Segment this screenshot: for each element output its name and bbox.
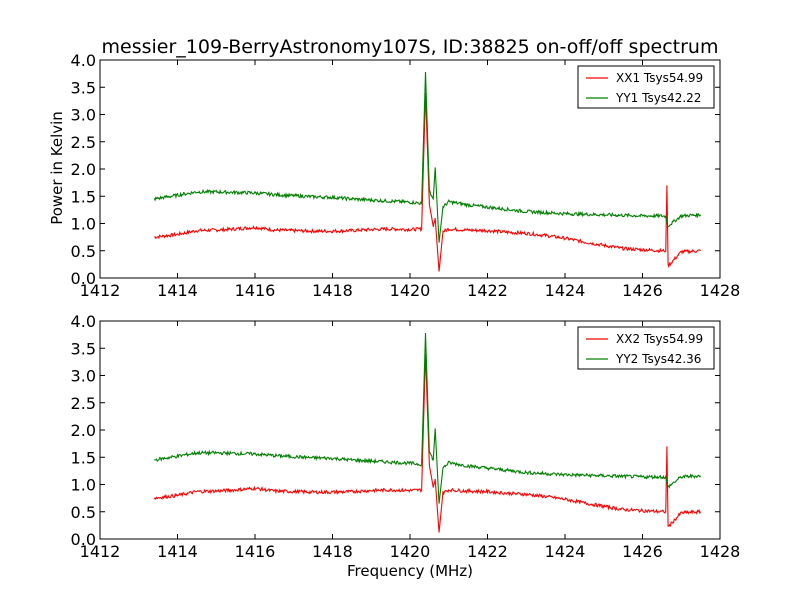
y-tick-label-1-5: 2.5 (71, 394, 96, 413)
y-tick-label-0-5: 2.5 (71, 133, 96, 152)
y-tick-label-1-7: 3.5 (71, 339, 96, 358)
x-tick-label-1-2: 1416 (235, 542, 276, 561)
y-tick-label-0-4: 2.0 (71, 160, 96, 179)
y-tick-label-0-1: 0.5 (71, 242, 96, 261)
legend-label-0-1: YY1 Tsys42.22 (615, 91, 701, 105)
x-tick-label-1-7: 1426 (622, 542, 663, 561)
x-tick-label-0-2: 1416 (235, 281, 276, 300)
legend-box-1 (577, 326, 715, 370)
legend-label-1-1: YY2 Tsys42.36 (615, 352, 701, 366)
series-line-0-1 (153, 71, 702, 243)
y-tick-label-1-2: 1.0 (71, 476, 96, 495)
y-tick-label-0-7: 3.5 (71, 78, 96, 97)
y-tick-label-1-1: 0.5 (71, 503, 96, 522)
legend-box-0 (577, 65, 715, 109)
x-tick-label-0-3: 1418 (312, 281, 353, 300)
x-tick-label-0-5: 1422 (467, 281, 508, 300)
y-tick-label-0-2: 1.0 (71, 215, 96, 234)
x-tick-label-0-4: 1420 (390, 281, 431, 300)
y-tick-label-1-4: 2.0 (71, 421, 96, 440)
y-tick-label-0-0: 0.0 (71, 269, 96, 288)
y-tick-label-0-6: 3.0 (71, 106, 96, 125)
x-axis-label: Frequency (MHz) (347, 562, 473, 580)
x-tick-label-1-5: 1422 (467, 542, 508, 561)
series-line-1-1 (154, 332, 702, 504)
chart-title: messier_109-BerryAstronomy107S, ID:38825… (102, 36, 719, 58)
y-tick-label-1-8: 4.0 (71, 312, 96, 331)
y-tick-label-1-6: 3.0 (71, 367, 96, 386)
x-tick-label-1-1: 1414 (157, 542, 198, 561)
y-tick-label-0-3: 1.5 (71, 187, 96, 206)
x-tick-label-0-6: 1424 (545, 281, 586, 300)
legend-label-0-0: XX1 Tsys54.99 (616, 71, 703, 85)
x-tick-label-1-0: 1412 (80, 542, 121, 561)
top-panel: 1412 1414 1416 1418 1420 1422 1424 1426 1428 0.0 0… (71, 51, 741, 300)
y-tick-label-0-8: 4.0 (71, 51, 96, 70)
x-tick-label-0-7: 1426 (622, 281, 663, 300)
bottom-panel: 1412 1414 1416 1418 1420 1422 1424 1426 1428 0.0 0… (71, 312, 741, 561)
x-tick-label-1-4: 1420 (390, 542, 431, 561)
x-tick-label-1-8: 1428 (700, 542, 741, 561)
y-axis-label: Power in Kelvin (48, 111, 66, 225)
legend-label-1-0: XX2 Tsys54.99 (616, 332, 703, 346)
x-tick-label-1-3: 1418 (312, 542, 353, 561)
x-tick-label-1-6: 1424 (545, 542, 586, 561)
y-tick-label-1-0: 0.0 (71, 530, 96, 549)
x-tick-label-0-1: 1414 (157, 281, 198, 300)
x-tick-label-0-0: 1412 (80, 281, 121, 300)
y-tick-label-1-3: 1.5 (71, 448, 96, 467)
x-tick-label-0-8: 1428 (700, 281, 741, 300)
